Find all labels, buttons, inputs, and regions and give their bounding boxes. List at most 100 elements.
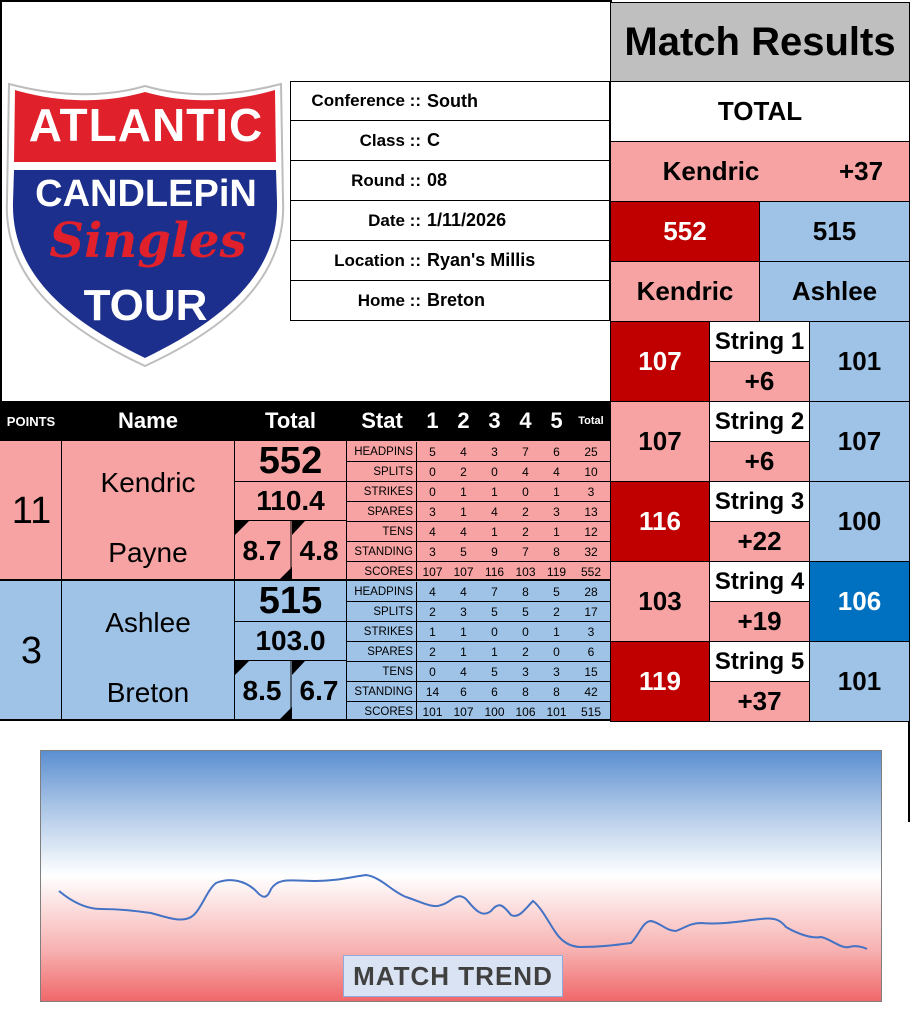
- info-value: 08: [427, 170, 448, 190]
- string3-score1: 116: [610, 482, 710, 562]
- player2-total: 515: [234, 580, 347, 622]
- p1-stat-row: HEADPINS 5 4 3 7 6 25: [347, 442, 610, 462]
- player1-points: 11: [2, 441, 62, 581]
- info-row-class: Class :: C: [290, 121, 610, 161]
- info-value: South: [427, 90, 478, 111]
- stat-value: 2: [460, 464, 467, 479]
- info-row-location: Location :: Ryan's Millis: [290, 241, 610, 281]
- stat-value: 1: [491, 644, 498, 659]
- stat-total: 13: [584, 504, 598, 519]
- stat-total: 3: [587, 484, 595, 499]
- stat-value: 0: [491, 464, 498, 479]
- stat-value: 8: [522, 684, 529, 699]
- stat-value: 1: [491, 484, 498, 499]
- player2-block: [0, 581, 610, 721]
- info-value: Breton: [427, 290, 485, 310]
- string4-score2: 106: [810, 562, 910, 642]
- stat-label: STANDING: [347, 682, 417, 701]
- p2-stat-row: HEADPINS 4 4 7 8 5 28: [347, 582, 610, 602]
- stat-value: 2: [522, 524, 529, 539]
- string3-score2: 100: [810, 482, 910, 562]
- logo-line1: ATLANTIC: [28, 99, 264, 151]
- string4-label: String 4: [710, 562, 810, 602]
- string1-score2: 101: [810, 322, 910, 402]
- stat-value: 3: [491, 444, 498, 459]
- info-value: Ryan's Millis: [427, 250, 536, 270]
- stat-value: 8: [553, 544, 560, 559]
- player2-split-box: [234, 661, 347, 721]
- stat-value: 101: [422, 704, 443, 719]
- stat-value: 4: [460, 524, 467, 539]
- stat-value: 1: [460, 644, 467, 659]
- stat-total: 6: [587, 644, 595, 659]
- string2-score1: 107: [610, 402, 710, 482]
- results-score2: 515: [760, 202, 910, 262]
- header-game-4: 4: [519, 408, 532, 433]
- info-value: C: [427, 130, 440, 150]
- header-game-3: 3: [488, 408, 501, 433]
- p1-stat-row: SCORES 107 107 116 103 119 552: [347, 562, 610, 581]
- stat-total: 3: [587, 624, 595, 639]
- info-row-home: Home :: Breton: [290, 281, 610, 321]
- stat-value: 5: [522, 604, 529, 619]
- p1-stat-row: STRIKES 0 1 1 0 1 3: [347, 482, 610, 502]
- stat-label: STANDING: [347, 542, 417, 561]
- string4-diff: +19: [710, 602, 810, 642]
- stat-value: 107: [422, 564, 443, 579]
- stat-value: 4: [460, 664, 467, 679]
- header-points: POINTS: [6, 413, 56, 429]
- info-value: 1/11/2026: [427, 210, 507, 230]
- header-name: Name: [118, 408, 178, 433]
- stat-label: TENS: [347, 662, 417, 681]
- player1-block: [0, 441, 610, 581]
- player1-total: 552: [234, 440, 347, 482]
- stat-label: SPARES: [347, 502, 417, 521]
- stat-value: 106: [515, 704, 536, 719]
- stat-value: 4: [522, 464, 529, 479]
- player2-points: 3: [2, 581, 62, 721]
- player1-average: 110.4: [234, 482, 347, 521]
- corner-triangles-icon: [235, 661, 305, 721]
- p2-stat-row: SCORES 101 107 100 106 101 515: [347, 702, 610, 721]
- stat-value: 1: [553, 484, 560, 499]
- stat-value: 0: [553, 644, 560, 659]
- stat-label: HEADPINS: [347, 582, 417, 601]
- trend-panel: MATCH TREND: [40, 750, 882, 1002]
- string2-score2: 107: [810, 402, 910, 482]
- stat-value: 7: [522, 444, 529, 459]
- stat-label: SCORES: [347, 562, 417, 581]
- stat-label: SPARES: [347, 642, 417, 661]
- stat-value: 1: [553, 524, 560, 539]
- string1-label: String 1: [710, 322, 810, 362]
- string5-score2: 101: [810, 642, 910, 722]
- shield-logo-icon: [5, 82, 285, 368]
- stat-value: 2: [429, 644, 436, 659]
- player2-last-name: Breton: [106, 677, 190, 708]
- header-stat: Stat: [361, 408, 403, 433]
- stat-value: 5: [491, 664, 498, 679]
- string1-score1: 107: [610, 322, 710, 402]
- stat-value: 100: [484, 704, 505, 719]
- stat-value: 5: [429, 444, 436, 459]
- results-leader-name: Kendric: [662, 156, 760, 186]
- stat-value: 5: [553, 584, 560, 599]
- stat-label: HEADPINS: [347, 442, 417, 461]
- p1-stat-row: SPARES 3 1 4 2 3 13: [347, 502, 610, 522]
- info-row-round: Round :: 08: [290, 161, 610, 201]
- right-edge-line: [908, 722, 910, 822]
- string5-label: String 5: [710, 642, 810, 682]
- stat-value: 1: [429, 624, 436, 639]
- info-row-conference: Conference :: South: [290, 81, 610, 121]
- results-name1: Kendric: [610, 262, 760, 322]
- header-game-2: 2: [457, 408, 470, 433]
- string3-diff: +22: [710, 522, 810, 562]
- player2-left-stat: 8.5: [242, 675, 282, 706]
- results-total-label: TOTAL: [610, 82, 910, 142]
- logo-line3: Singles: [49, 213, 247, 269]
- stat-total: 32: [584, 544, 598, 559]
- stat-value: 8: [553, 684, 560, 699]
- info-label: Round ::: [351, 170, 421, 190]
- stat-total: 28: [584, 584, 598, 599]
- results-leader-margin: +37: [838, 156, 884, 186]
- info-label: Location ::: [334, 250, 421, 270]
